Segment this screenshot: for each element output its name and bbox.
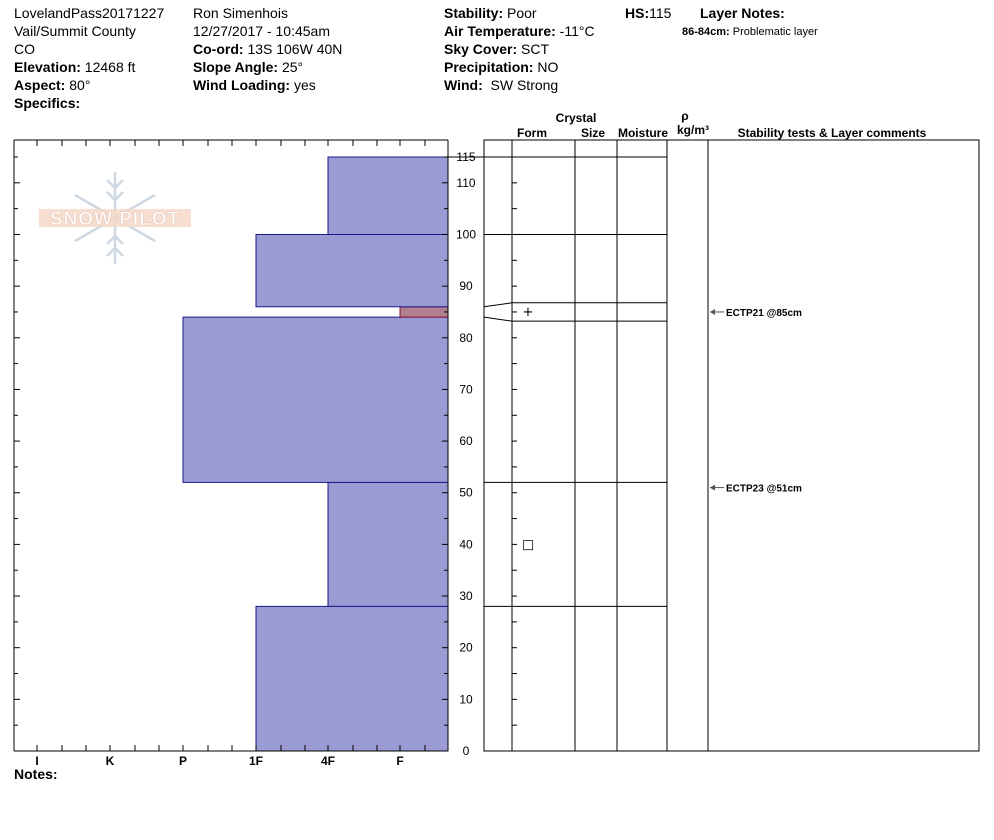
specifics: Specifics: <box>14 95 81 111</box>
datetime: 12/27/2017 - 10:45am <box>193 23 330 39</box>
notes-label: Notes: <box>14 766 58 782</box>
rho-header: ρ <box>681 109 688 123</box>
precipitation: Precipitation: NO <box>444 59 559 75</box>
slope-angle: Slope Angle: 25° <box>193 59 304 75</box>
moisture-header: Moisture <box>618 126 668 140</box>
snowpilot-logo: SNOW PILOT <box>39 172 191 264</box>
depth-tick-label: 0 <box>463 744 470 758</box>
crystal-form-symbol: + <box>523 305 534 320</box>
hardness-label-F: F <box>396 754 403 768</box>
depth-tick-label: 90 <box>459 279 473 293</box>
svg-text:SNOW PILOT: SNOW PILOT <box>50 209 180 230</box>
right-panel-frame <box>483 139 980 752</box>
stability-test-label: ECTP21 @85cm <box>726 308 802 319</box>
hardness-label-K: K <box>106 754 115 768</box>
stability-test-arrowhead <box>710 308 715 315</box>
size-header: Size <box>581 126 605 140</box>
hardness-bar-4 <box>255 233 449 308</box>
depth-tick-label: 110 <box>456 176 475 190</box>
hardness-label-1F: 1F <box>249 754 263 768</box>
site-name: LovelandPass20171227 <box>14 5 165 21</box>
aspect: Aspect: 80° <box>14 77 91 93</box>
layer-note: 86-84cm: Problematic layer <box>682 26 818 38</box>
hardness-label-P: P <box>179 754 187 768</box>
depth-tick-label: 60 <box>459 434 473 448</box>
sky-cover: Sky Cover: SCT <box>444 41 550 57</box>
hardness-bar-2 <box>182 316 449 483</box>
depth-tick-label: 50 <box>459 486 473 500</box>
elevation: Elevation: 12468 ft <box>14 59 136 75</box>
density-header: kg/m³ <box>677 123 709 137</box>
hardness-label-I: I <box>35 754 38 768</box>
depth-tick-label: 100 <box>456 227 476 241</box>
state-name: CO <box>14 41 35 57</box>
depth-tick-label: 30 <box>459 589 473 603</box>
stability-test-arrowhead <box>710 484 715 491</box>
layer-boundary-connector <box>483 316 513 322</box>
stability-test-label: ECTP23 @51cm <box>726 484 802 495</box>
snow-height: HS:115 <box>625 5 672 21</box>
hardness-bar-5 <box>327 156 449 235</box>
depth-tick-label: 80 <box>459 331 473 345</box>
depth-tick-label: 40 <box>459 537 473 551</box>
coordinates: Co-ord: 13S 106W 40N <box>193 41 343 57</box>
wind-loading: Wind Loading: yes <box>193 77 316 93</box>
stability: Stability: Poor <box>444 5 537 21</box>
hardness-bar-1 <box>327 481 449 607</box>
stability-header: Stability tests & Layer comments <box>738 126 927 140</box>
form-header: Form <box>517 126 547 140</box>
depth-tick-label: 10 <box>459 692 473 706</box>
depth-tick-label: 20 <box>459 641 473 655</box>
depth-tick-label: 70 <box>459 382 473 396</box>
observer: Ron Simenhois <box>193 5 288 21</box>
hardness-bar-3 <box>399 306 449 318</box>
layer-notes-label: Layer Notes: <box>700 5 785 21</box>
hardness-label-4F: 4F <box>321 754 335 768</box>
crystal-form-symbol: □ <box>522 537 534 552</box>
air-temperature: Air Temperature: -11°C <box>444 23 595 39</box>
crystal-header: Crystal <box>556 111 597 125</box>
wind: Wind: SW Strong <box>444 77 559 93</box>
layer-boundary-connector <box>483 302 513 308</box>
hardness-bar-0 <box>255 605 449 752</box>
region-name: Vail/Summit County <box>14 23 136 39</box>
